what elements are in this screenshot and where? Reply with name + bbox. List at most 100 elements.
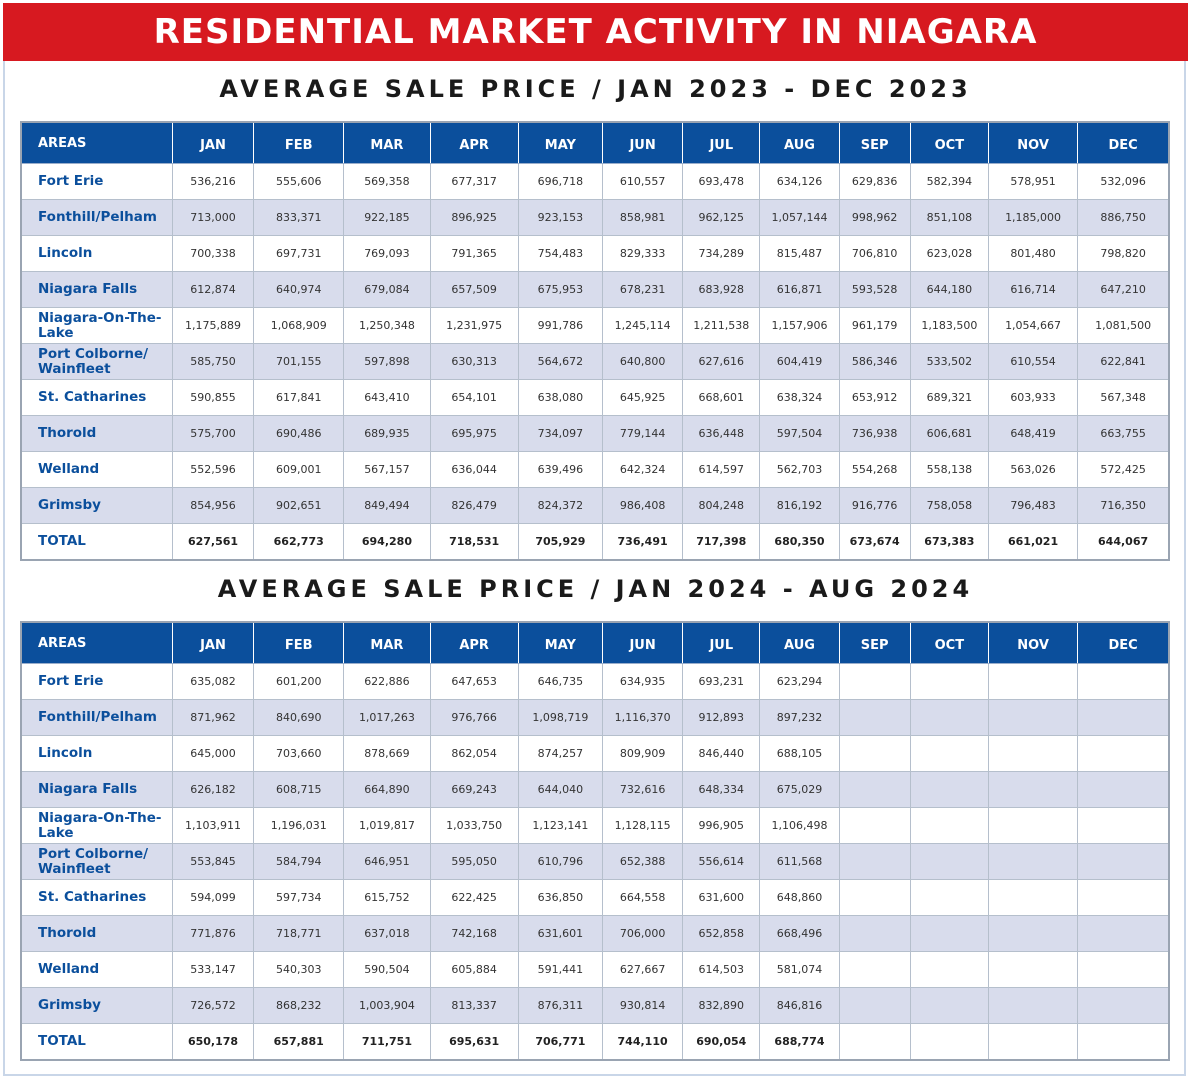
price-cell-mar: 569,358 xyxy=(343,163,431,200)
price-cell-sep: 916,776 xyxy=(838,487,911,524)
price-cell-sep xyxy=(838,663,911,700)
price-cell-jun: 642,324 xyxy=(601,451,684,488)
price-cell-jun: 640,800 xyxy=(601,343,684,380)
price-cell-oct xyxy=(909,843,989,880)
price-cell-oct xyxy=(909,987,989,1024)
area-name-niagara-falls: Niagara Falls xyxy=(20,771,173,808)
price-cell-dec: 798,820 xyxy=(1077,235,1170,272)
price-cell-dec: 1,081,500 xyxy=(1077,307,1170,344)
price-cell-dec xyxy=(1077,1023,1170,1061)
area-name-fort-erie: Fort Erie xyxy=(20,663,173,700)
price-cell-jun: 858,981 xyxy=(601,199,684,236)
table-row: Niagara-On-The-Lake 1,175,889 1,068,909 1,2… xyxy=(20,307,1170,344)
price-cell-oct: 851,108 xyxy=(909,199,989,236)
price-cell-apr: 695,975 xyxy=(429,415,519,452)
price-cell-apr: 826,479 xyxy=(429,487,519,524)
area-name-thorold: Thorold xyxy=(20,915,173,952)
price-cell-may: 923,153 xyxy=(517,199,603,236)
price-cell-dec: 647,210 xyxy=(1077,271,1170,308)
price-cell-sep: 961,179 xyxy=(838,307,911,344)
month-header-oct: OCT xyxy=(909,621,989,664)
price-cell-may: 564,672 xyxy=(517,343,603,380)
price-cell-dec: 716,350 xyxy=(1077,487,1170,524)
price-cell-jul: 912,893 xyxy=(682,699,761,736)
price-cell-dec: 567,348 xyxy=(1077,379,1170,416)
area-name-st-catharines: St. Catharines xyxy=(20,379,173,416)
area-name-port-colborne-wainfleet: Port Colborne/ Wainfleet xyxy=(20,843,173,880)
table-row: Grimsby 854,956 902,651 849,494 826,479 824,3… xyxy=(20,487,1170,524)
price-cell-apr: 595,050 xyxy=(429,843,519,880)
price-cell-nov: 1,185,000 xyxy=(987,199,1079,236)
table-row: Welland 552,596 609,001 567,157 636,044 639,4… xyxy=(20,451,1170,488)
total-row: TOTAL 650,178 657,881 711,751 695,631 706,771… xyxy=(20,1023,1170,1061)
price-cell-jan: 585,750 xyxy=(171,343,255,380)
price-cell-aug: 675,029 xyxy=(759,771,840,808)
price-cell-oct: 758,058 xyxy=(909,487,989,524)
page-banner: RESIDENTIAL MARKET ACTIVITY IN NIAGARA xyxy=(3,3,1188,61)
price-cell-jul: 556,614 xyxy=(682,843,761,880)
price-cell-mar: 679,084 xyxy=(343,271,431,308)
price-cell-feb: 617,841 xyxy=(253,379,345,416)
table-2023-title: AVERAGE SALE PRICE / JAN 2023 - DEC 2023 xyxy=(219,75,972,103)
price-cell-jun: 664,558 xyxy=(601,879,684,916)
price-cell-jun: 809,909 xyxy=(601,735,684,772)
price-cell-apr: 657,509 xyxy=(429,271,519,308)
price-cell-sep: 998,962 xyxy=(838,199,911,236)
area-name-fonthill-pelham: Fonthill/Pelham xyxy=(20,199,173,236)
area-name-niagara-on-the-lake: Niagara-On-The-Lake xyxy=(20,307,173,344)
price-cell-aug: 581,074 xyxy=(759,951,840,988)
price-cell-oct: 606,681 xyxy=(909,415,989,452)
month-header-feb: FEB xyxy=(253,621,345,664)
price-cell-oct: 673,383 xyxy=(909,523,989,561)
price-cell-may: 610,796 xyxy=(517,843,603,880)
price-cell-mar: 643,410 xyxy=(343,379,431,416)
price-cell-nov xyxy=(987,951,1079,988)
total-row: TOTAL 627,561 662,773 694,280 718,531 705,929… xyxy=(20,523,1170,561)
price-cell-mar: 646,951 xyxy=(343,843,431,880)
areas-column-header: AREAS xyxy=(20,621,173,664)
month-header-mar: MAR xyxy=(343,121,431,164)
price-cell-sep: 653,912 xyxy=(838,379,911,416)
price-cell-feb: 701,155 xyxy=(253,343,345,380)
price-cell-dec xyxy=(1077,879,1170,916)
price-cell-jun: 1,116,370 xyxy=(601,699,684,736)
price-cell-aug: 897,232 xyxy=(759,699,840,736)
price-cell-sep xyxy=(838,879,911,916)
price-cell-jan: 575,700 xyxy=(171,415,255,452)
table-row: Thorold 575,700 690,486 689,935 695,975 734,0… xyxy=(20,415,1170,452)
price-cell-jan: 771,876 xyxy=(171,915,255,952)
price-cell-apr: 669,243 xyxy=(429,771,519,808)
month-header-dec: DEC xyxy=(1077,621,1170,664)
price-cell-aug: 1,057,144 xyxy=(759,199,840,236)
price-cell-feb: 640,974 xyxy=(253,271,345,308)
price-cell-oct: 533,502 xyxy=(909,343,989,380)
areas-column-header: AREAS xyxy=(20,121,173,164)
price-cell-may: 636,850 xyxy=(517,879,603,916)
price-cell-mar: 878,669 xyxy=(343,735,431,772)
price-cell-dec: 663,755 xyxy=(1077,415,1170,452)
price-cell-nov: 661,021 xyxy=(987,523,1079,561)
price-cell-jun: 986,408 xyxy=(601,487,684,524)
price-cell-nov: 616,714 xyxy=(987,271,1079,308)
price-cell-oct xyxy=(909,879,989,916)
price-cell-jul: 690,054 xyxy=(682,1023,761,1061)
price-cell-feb: 662,773 xyxy=(253,523,345,561)
price-cell-feb: 902,651 xyxy=(253,487,345,524)
price-cell-jan: 590,855 xyxy=(171,379,255,416)
price-cell-aug: 648,860 xyxy=(759,879,840,916)
price-cell-sep: 593,528 xyxy=(838,271,911,308)
price-cell-jul: 804,248 xyxy=(682,487,761,524)
price-cell-mar: 1,250,348 xyxy=(343,307,431,344)
price-cell-aug: 623,294 xyxy=(759,663,840,700)
price-cell-aug: 688,774 xyxy=(759,1023,840,1061)
price-cell-feb: 697,731 xyxy=(253,235,345,272)
price-cell-feb: 584,794 xyxy=(253,843,345,880)
price-cell-aug: 815,487 xyxy=(759,235,840,272)
price-cell-apr: 976,766 xyxy=(429,699,519,736)
price-cell-oct xyxy=(909,1023,989,1061)
price-cell-jan: 871,962 xyxy=(171,699,255,736)
price-cell-apr: 718,531 xyxy=(429,523,519,561)
price-cell-mar: 590,504 xyxy=(343,951,431,988)
price-cell-sep: 629,836 xyxy=(838,163,911,200)
price-cell-aug: 1,157,906 xyxy=(759,307,840,344)
